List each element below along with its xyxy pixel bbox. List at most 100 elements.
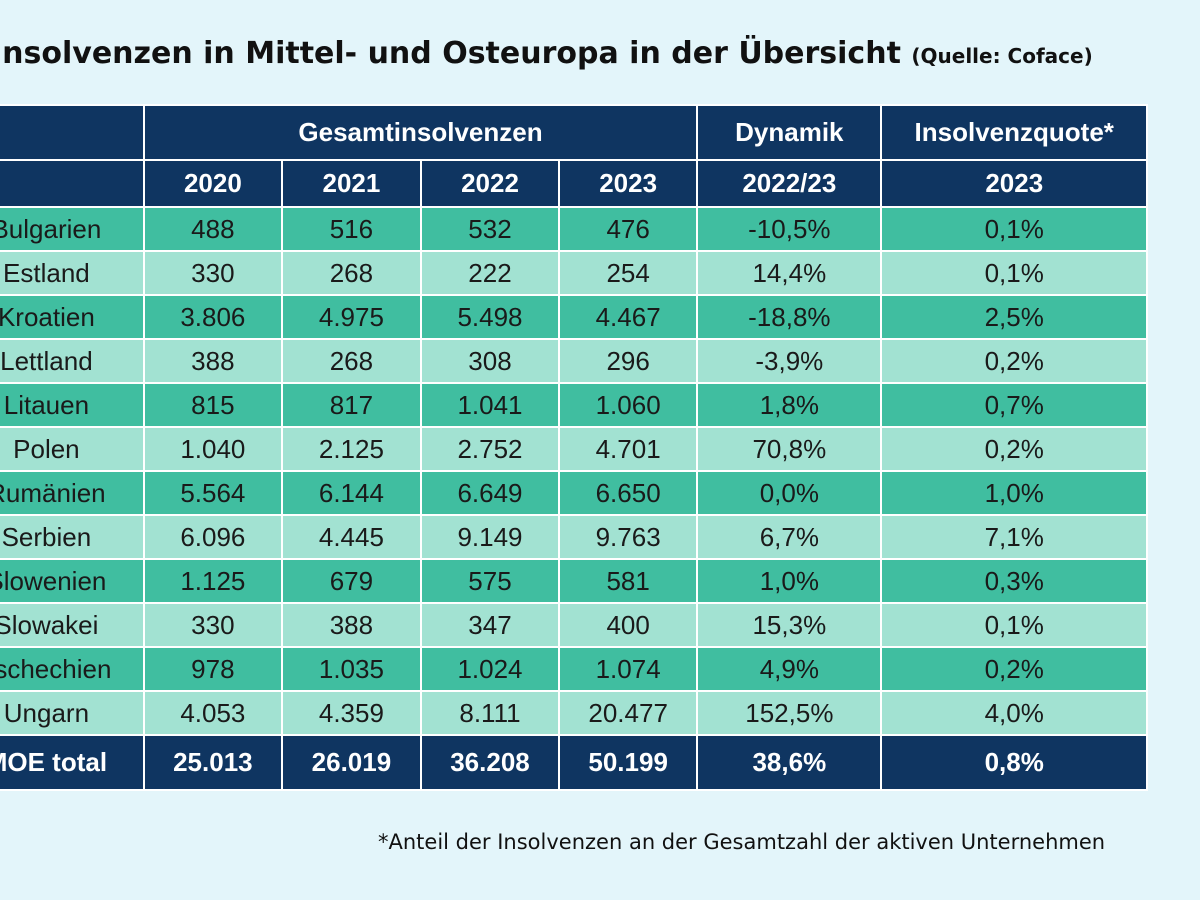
total-label: MOE total bbox=[0, 734, 145, 791]
value-cell: 0,1% bbox=[880, 602, 1148, 648]
value-cell: 5.564 bbox=[142, 470, 283, 516]
value-cell: 6.144 bbox=[280, 470, 422, 516]
value-cell: 0,2% bbox=[880, 338, 1148, 384]
value-cell: 581 bbox=[558, 558, 699, 604]
column-header: 2021 bbox=[280, 159, 422, 208]
country-cell: Kroatien bbox=[0, 294, 145, 340]
value-cell: 330 bbox=[142, 250, 283, 296]
value-cell: 0,3% bbox=[880, 558, 1148, 604]
column-header: 2022 bbox=[419, 159, 561, 208]
value-cell: 1,8% bbox=[696, 382, 883, 428]
table-row: Serbien 6.096 4.445 9.149 9.763 6,7% 7,1% bbox=[0, 514, 1148, 560]
value-cell: 476 bbox=[558, 206, 699, 252]
value-cell: 70,8% bbox=[696, 426, 883, 472]
value-cell: 4.359 bbox=[280, 690, 422, 736]
total-value: 38,6% bbox=[696, 734, 883, 791]
value-cell: 978 bbox=[142, 646, 283, 692]
total-value: 0,8% bbox=[880, 734, 1148, 791]
value-cell: 1,0% bbox=[696, 558, 883, 604]
country-cell: Bulgarien bbox=[0, 206, 145, 252]
total-value: 25.013 bbox=[142, 734, 283, 791]
insolvency-table: Gesamtinsolvenzen Dynamik Insolvenzquote* 2… bbox=[0, 104, 1148, 791]
group-header: Gesamtinsolvenzen bbox=[142, 104, 699, 161]
value-cell: 0,2% bbox=[880, 646, 1148, 692]
group-header: Dynamik bbox=[696, 104, 883, 161]
value-cell: 1.125 bbox=[142, 558, 283, 604]
value-cell: 4.975 bbox=[280, 294, 422, 340]
table-row: Polen 1.040 2.125 2.752 4.701 70,8% 0,2% bbox=[0, 426, 1148, 472]
value-cell: 20.477 bbox=[558, 690, 699, 736]
country-cell: Slowakei bbox=[0, 602, 145, 648]
value-cell: 0,0% bbox=[696, 470, 883, 516]
value-cell: 14,4% bbox=[696, 250, 883, 296]
table-row: Estland 330 268 222 254 14,4% 0,1% bbox=[0, 250, 1148, 296]
value-cell: 268 bbox=[280, 338, 422, 384]
value-cell: 817 bbox=[280, 382, 422, 428]
title: Insolvenzen in Mittel- und Osteuropa in … bbox=[0, 36, 901, 71]
country-cell: Polen bbox=[0, 426, 145, 472]
value-cell: 1.040 bbox=[142, 426, 283, 472]
table-row: Ungarn 4.053 4.359 8.111 20.477 152,5% 4,0% bbox=[0, 690, 1148, 736]
value-cell: 7,1% bbox=[880, 514, 1148, 560]
value-cell: 0,7% bbox=[880, 382, 1148, 428]
value-cell: 516 bbox=[280, 206, 422, 252]
corner-cell bbox=[0, 104, 145, 161]
value-cell: 6.649 bbox=[419, 470, 561, 516]
column-header: 2020 bbox=[142, 159, 283, 208]
value-cell: 0,2% bbox=[880, 426, 1148, 472]
table-row: Litauen 815 817 1.041 1.060 1,8% 0,7% bbox=[0, 382, 1148, 428]
value-cell: 2.125 bbox=[280, 426, 422, 472]
value-cell: 330 bbox=[142, 602, 283, 648]
value-cell: 347 bbox=[419, 602, 561, 648]
value-cell: 6.650 bbox=[558, 470, 699, 516]
country-cell: Slowenien bbox=[0, 558, 145, 604]
total-value: 50.199 bbox=[558, 734, 699, 791]
value-cell: 6,7% bbox=[696, 514, 883, 560]
value-cell: 679 bbox=[280, 558, 422, 604]
country-cell: Ungarn bbox=[0, 690, 145, 736]
table-row: Bulgarien 488 516 532 476 -10,5% 0,1% bbox=[0, 206, 1148, 252]
table-row: Lettland 388 268 308 296 -3,9% 0,2% bbox=[0, 338, 1148, 384]
value-cell: 222 bbox=[419, 250, 561, 296]
value-cell: 1.074 bbox=[558, 646, 699, 692]
value-cell: 8.111 bbox=[419, 690, 561, 736]
value-cell: 0,1% bbox=[880, 206, 1148, 252]
value-cell: 2.752 bbox=[419, 426, 561, 472]
value-cell: 15,3% bbox=[696, 602, 883, 648]
value-cell: -3,9% bbox=[696, 338, 883, 384]
total-value: 26.019 bbox=[280, 734, 422, 791]
value-cell: 9.763 bbox=[558, 514, 699, 560]
value-cell: 1,0% bbox=[880, 470, 1148, 516]
value-cell: 296 bbox=[558, 338, 699, 384]
value-cell: 1.035 bbox=[280, 646, 422, 692]
value-cell: 9.149 bbox=[419, 514, 561, 560]
value-cell: 4,0% bbox=[880, 690, 1148, 736]
corner-cell bbox=[0, 159, 145, 208]
value-cell: 4.053 bbox=[142, 690, 283, 736]
country-cell: Lettland bbox=[0, 338, 145, 384]
value-cell: -18,8% bbox=[696, 294, 883, 340]
value-cell: 815 bbox=[142, 382, 283, 428]
value-cell: 4.467 bbox=[558, 294, 699, 340]
value-cell: 488 bbox=[142, 206, 283, 252]
value-cell: 1.024 bbox=[419, 646, 561, 692]
value-cell: -10,5% bbox=[696, 206, 883, 252]
value-cell: 5.498 bbox=[419, 294, 561, 340]
value-cell: 388 bbox=[142, 338, 283, 384]
column-header: 2023 bbox=[880, 159, 1148, 208]
footnote: *Anteil der Insolvenzen an der Gesamtzah… bbox=[378, 830, 1106, 854]
value-cell: 1.041 bbox=[419, 382, 561, 428]
value-cell: 388 bbox=[280, 602, 422, 648]
value-cell: 152,5% bbox=[696, 690, 883, 736]
table-row: Slowakei 330 388 347 400 15,3% 0,1% bbox=[0, 602, 1148, 648]
value-cell: 575 bbox=[419, 558, 561, 604]
value-cell: 400 bbox=[558, 602, 699, 648]
value-cell: 532 bbox=[419, 206, 561, 252]
value-cell: 4.701 bbox=[558, 426, 699, 472]
value-cell: 6.096 bbox=[142, 514, 283, 560]
column-header: 2022/23 bbox=[696, 159, 883, 208]
